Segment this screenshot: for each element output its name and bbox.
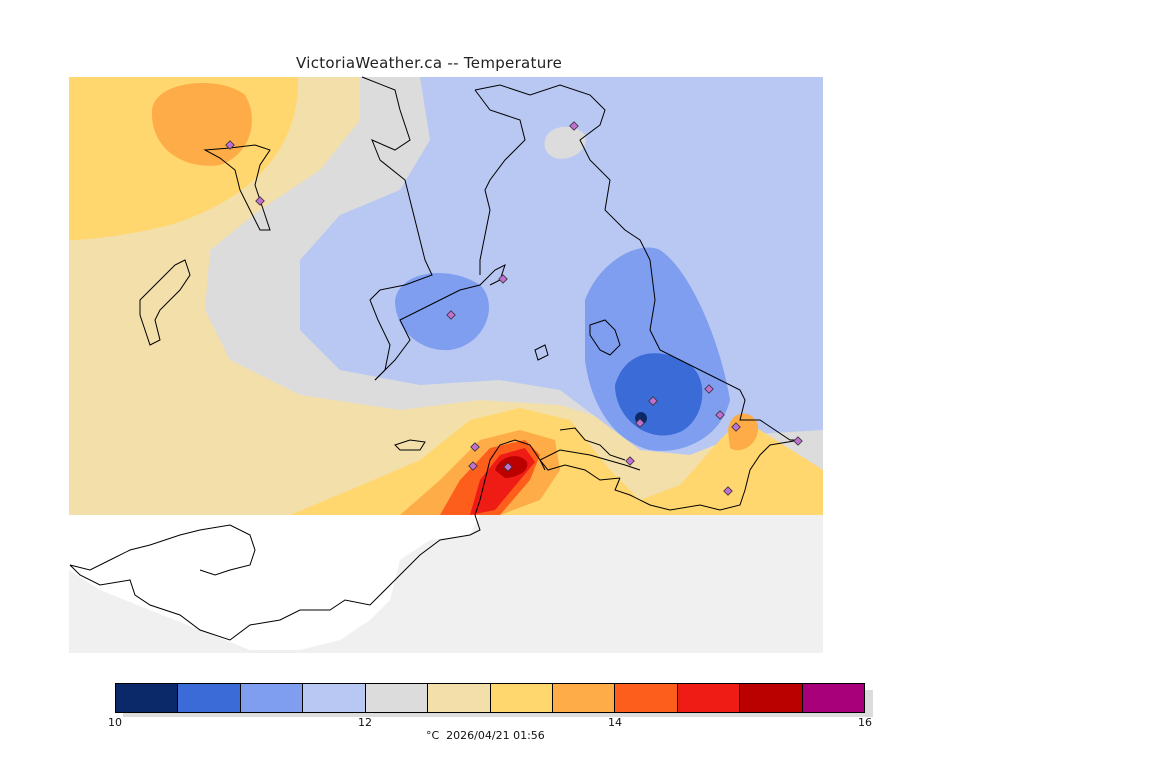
colorbar-swatch	[240, 684, 304, 712]
temperature-colorbar	[115, 683, 865, 713]
colorbar-swatch	[677, 684, 741, 712]
station-marker[interactable]	[498, 274, 508, 284]
coast-juan-de-fuca	[69, 524, 256, 576]
colorbar-shadow-bottom	[123, 713, 873, 717]
station-marker[interactable]	[255, 196, 265, 206]
coast-james-island	[589, 319, 621, 356]
colorbar-swatch	[303, 684, 366, 712]
coast-esquimalt	[559, 427, 626, 461]
coast-sidney	[474, 84, 800, 441]
station-marker[interactable]	[503, 462, 513, 472]
coast-small-isle	[534, 344, 549, 361]
station-marker[interactable]	[648, 396, 658, 406]
station-marker[interactable]	[704, 384, 714, 394]
coast-island-nw	[139, 259, 191, 346]
station-marker[interactable]	[569, 121, 579, 131]
station-marker[interactable]	[723, 486, 733, 496]
coast-peninsula	[374, 264, 506, 381]
map-title: VictoriaWeather.ca -- Temperature	[296, 54, 563, 72]
colorbar-swatch	[365, 684, 429, 712]
colorbar-swatch	[490, 684, 553, 712]
coast-west-shore	[69, 439, 546, 641]
colorbar-swatch	[552, 684, 616, 712]
colorbar-swatch	[802, 684, 865, 712]
station-marker[interactable]	[635, 418, 645, 428]
coastlines	[69, 76, 801, 641]
coast-oak-bay	[614, 439, 801, 511]
station-marker[interactable]	[715, 410, 725, 420]
station-marker[interactable]	[446, 310, 456, 320]
station-marker[interactable]	[793, 436, 803, 446]
coast-inner	[474, 89, 526, 275]
coast-saanich-inlet	[361, 76, 433, 381]
contour-11-11p5-west	[395, 273, 489, 351]
station-marker[interactable]	[470, 442, 480, 452]
stations	[225, 121, 803, 496]
coast-islet-s	[394, 439, 426, 451]
coast-victoria-harbour	[539, 449, 641, 481]
station-marker[interactable]	[625, 456, 635, 466]
station-marker[interactable]	[468, 461, 478, 471]
colorbar-tick-label: 14	[608, 716, 622, 729]
colorbar-swatch	[178, 684, 241, 712]
units-timestamp: °C 2026/04/21 01:56	[426, 729, 545, 742]
station-marker[interactable]	[731, 422, 741, 432]
colorbar-swatch	[116, 684, 179, 712]
colorbar-swatch	[428, 684, 491, 712]
colorbar-shadow	[865, 690, 873, 716]
temperature-field	[69, 77, 823, 515]
colorbar-tick-label: 16	[858, 716, 872, 729]
coast-ganges	[203, 144, 271, 231]
colorbar-swatch	[740, 684, 803, 712]
colorbar-swatch	[615, 684, 678, 712]
colorbar-tick-label: 12	[358, 716, 372, 729]
colorbar-tick-label: 10	[108, 716, 122, 729]
no-data-white	[69, 515, 480, 650]
contour-small-grey	[544, 126, 586, 159]
station-marker[interactable]	[225, 140, 235, 150]
